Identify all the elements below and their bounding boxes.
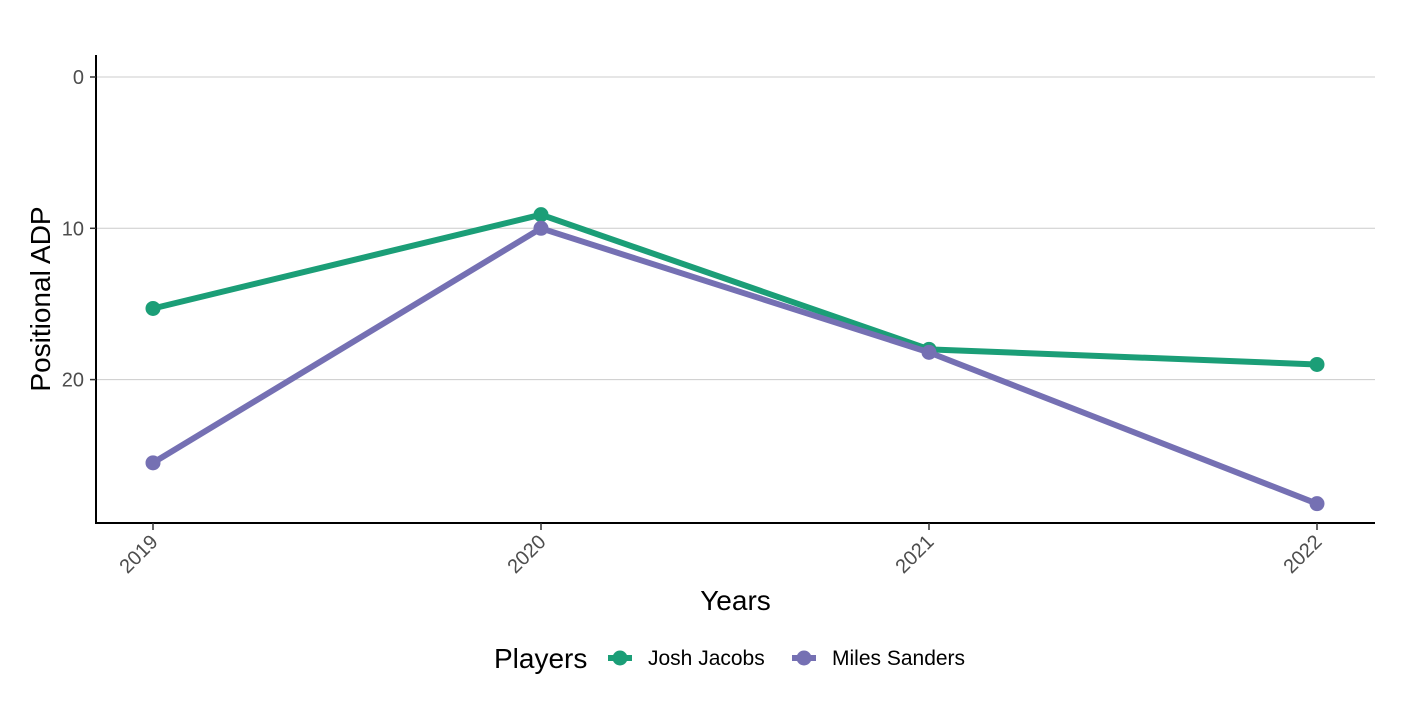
data-point-josh-jacobs <box>1309 356 1325 372</box>
x-axis-ticks: 2019 2020 2021 2022 <box>116 523 1327 578</box>
gridlines <box>96 76 1375 381</box>
x-tick-label: 2022 <box>1280 531 1327 578</box>
y-tick-label: 20 <box>62 370 84 392</box>
data-point-miles-sanders <box>145 455 161 471</box>
x-axis-title: Years <box>700 585 771 616</box>
data-point-miles-sanders <box>921 344 937 360</box>
y-axis-title: Positional ADP <box>25 206 56 391</box>
x-tick-label: 2021 <box>892 531 939 578</box>
data-point-josh-jacobs <box>533 207 549 223</box>
y-tick-label: 0 <box>73 67 84 89</box>
legend-key-point-josh-jacobs <box>612 650 628 666</box>
y-tick-label: 10 <box>62 218 84 240</box>
x-tick-label: 2020 <box>504 531 551 578</box>
data-point-miles-sanders <box>533 220 549 236</box>
x-tick-label: 2019 <box>116 531 163 578</box>
legend-key-point-miles-sanders <box>796 650 812 666</box>
series-line-miles-sanders <box>150 225 1320 507</box>
legend-label-josh-jacobs: Josh Jacobs <box>648 647 765 670</box>
legend-title: Players <box>494 643 587 674</box>
legend-label-miles-sanders: Miles Sanders <box>832 647 965 670</box>
legend-items: Josh Jacobs Miles Sanders <box>608 647 965 670</box>
y-axis-ticks: 0 10 20 <box>62 67 96 392</box>
series-line-josh-jacobs <box>150 211 1320 368</box>
axes <box>95 55 1375 524</box>
legend: Players Josh Jacobs Miles Sanders <box>494 643 965 674</box>
data-point-josh-jacobs <box>145 300 161 316</box>
series-layer <box>145 207 1325 512</box>
data-point-miles-sanders <box>1309 496 1325 512</box>
